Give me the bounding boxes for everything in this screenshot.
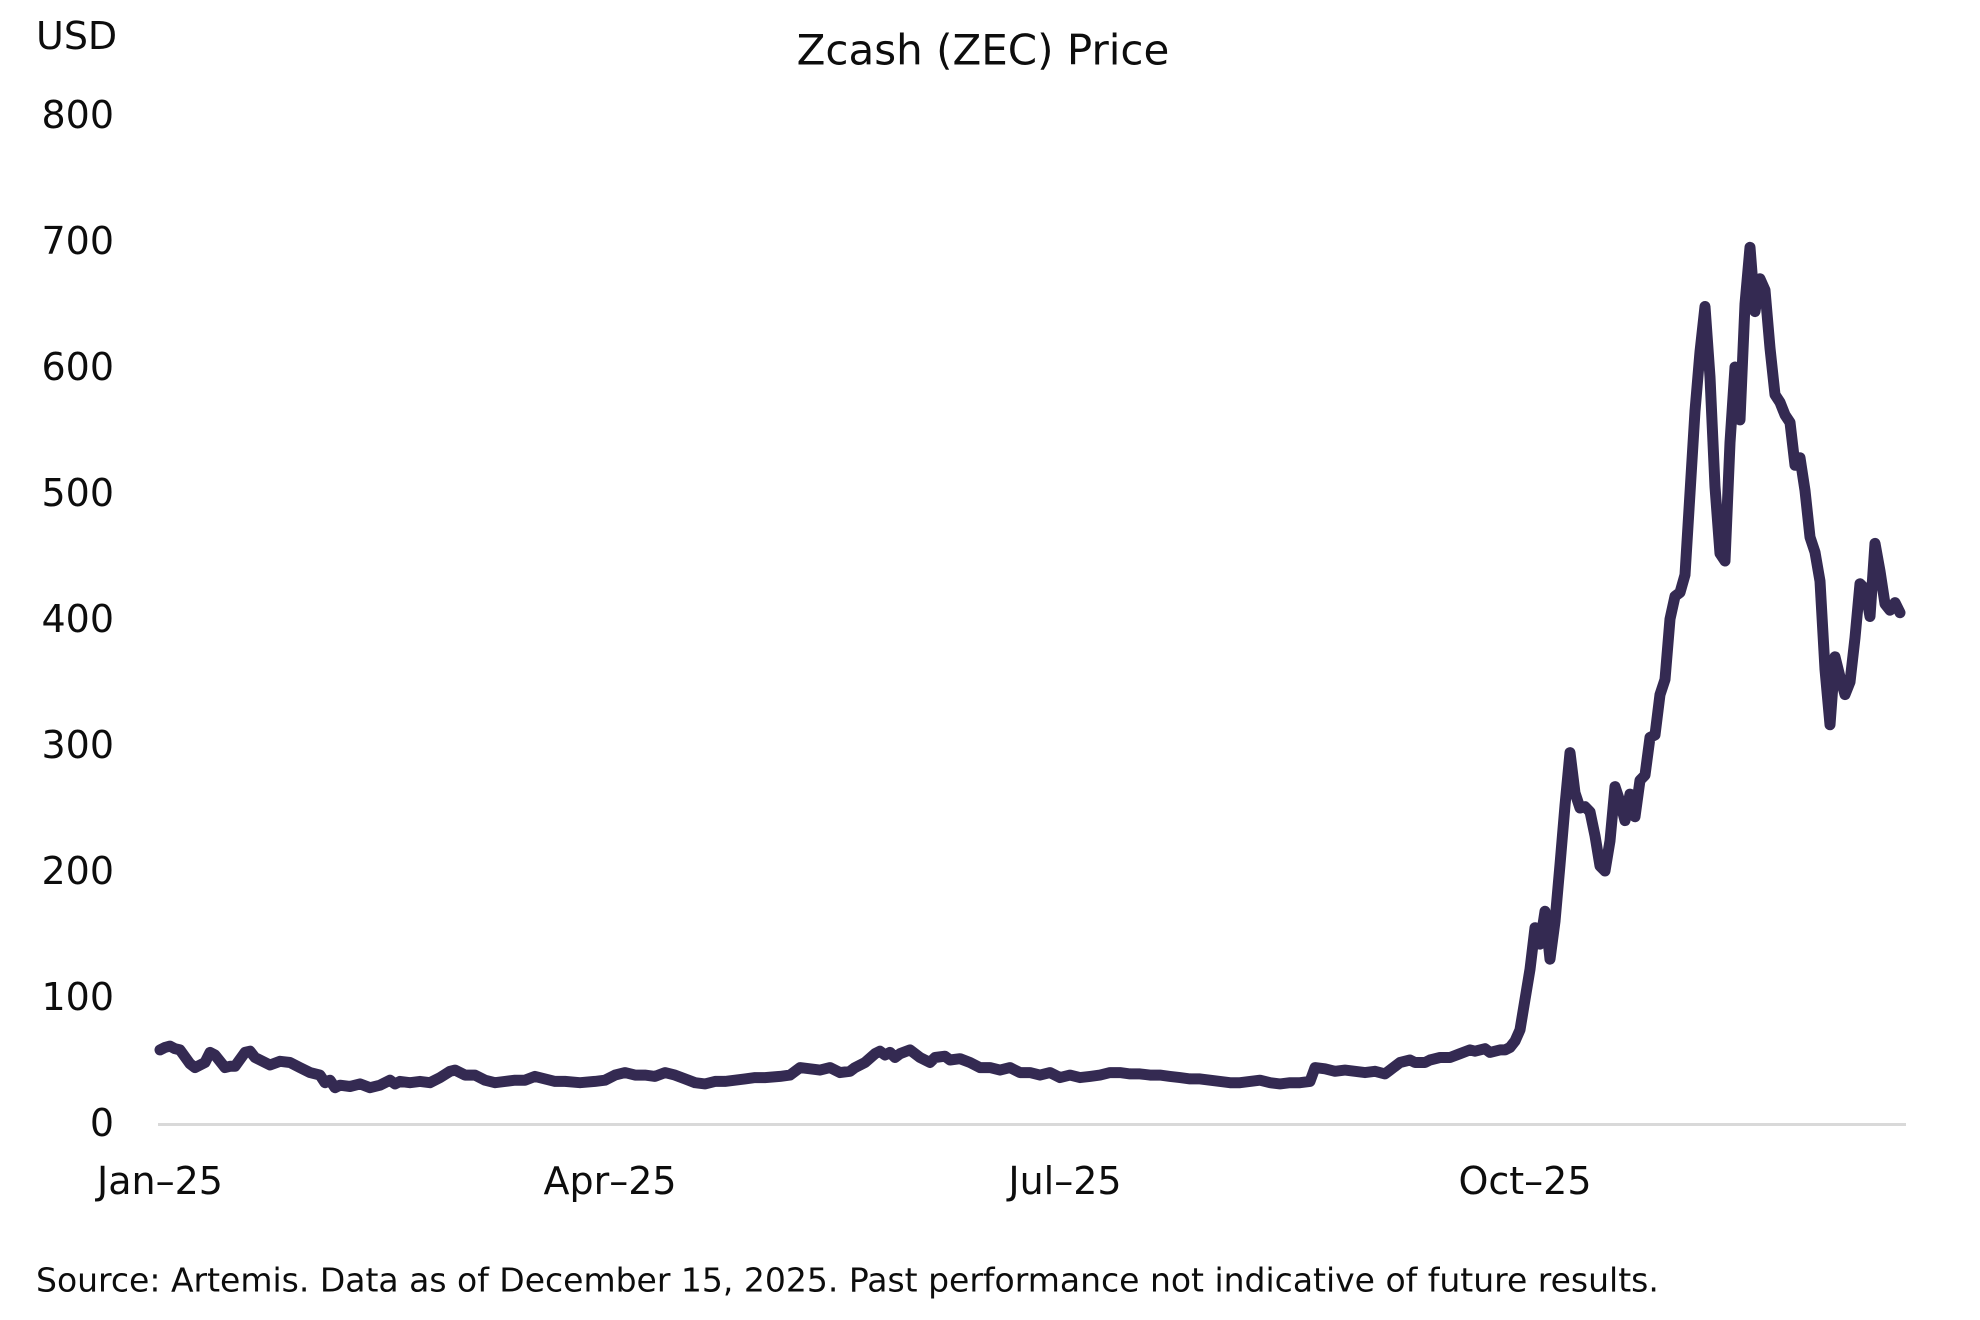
y-axis-tick-label: 500 — [41, 471, 114, 515]
x-axis-tick-label: Oct–25 — [1458, 1159, 1591, 1203]
x-axis-tick-labels: Jan–25 Apr–25 Jul–25 Oct–25 — [95, 1159, 1592, 1203]
chart-title: Zcash (ZEC) Price — [797, 26, 1170, 75]
y-axis-tick-label: 400 — [41, 597, 114, 641]
y-axis-unit-label: USD — [36, 14, 117, 58]
y-axis-tick-labels: 0 100 200 300 400 500 600 700 800 — [41, 93, 114, 1145]
x-axis-tick-label: Jan–25 — [95, 1159, 223, 1203]
y-axis-tick-label: 600 — [41, 345, 114, 389]
source-note: Source: Artemis. Data as of December 15,… — [36, 1261, 1659, 1300]
x-axis-tick-label: Jul–25 — [1006, 1159, 1121, 1203]
y-axis-tick-label: 0 — [90, 1101, 114, 1145]
y-axis-tick-label: 700 — [41, 219, 114, 263]
x-axis-tick-label: Apr–25 — [543, 1159, 676, 1203]
y-axis-tick-label: 800 — [41, 93, 114, 137]
y-axis-tick-label: 200 — [41, 849, 114, 893]
y-axis-tick-label: 100 — [41, 975, 114, 1019]
y-axis-tick-label: 300 — [41, 723, 114, 767]
price-line-series — [154, 241, 1906, 1094]
